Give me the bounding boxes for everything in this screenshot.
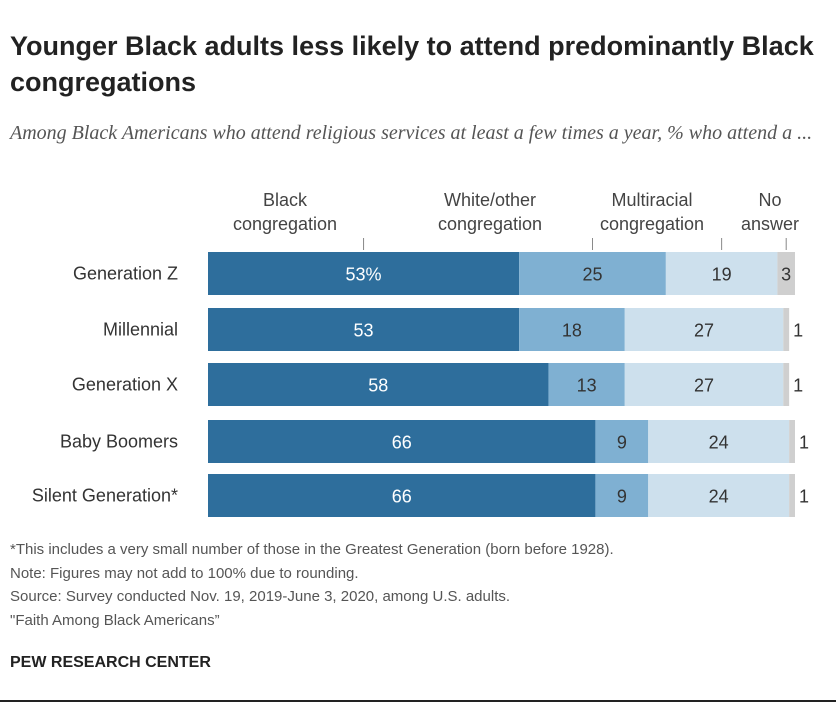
legend-label-line2: congregation [233, 214, 337, 234]
stacked-bar-chart: Black congregation White/other congregation… [32, 190, 809, 517]
bar-segment [624, 363, 784, 406]
data-label: 18 [562, 321, 582, 341]
data-label: 1 [799, 487, 809, 507]
data-label: 66 [392, 487, 412, 507]
data-label: 19 [712, 265, 732, 285]
brand-label: PEW RESEARCH CENTER [10, 654, 211, 671]
category-label: Generation X [72, 375, 178, 395]
bar-segment [783, 308, 790, 351]
bar-segment [208, 420, 596, 463]
bar-segment [783, 363, 790, 406]
bar-segment [777, 252, 795, 295]
data-label: 27 [694, 321, 714, 341]
data-label: 27 [694, 376, 714, 396]
data-label: 1 [799, 433, 809, 453]
bar-segment [648, 474, 790, 517]
legend-label-line1: Multiracial [611, 190, 692, 210]
bar-segment [208, 474, 596, 517]
source-note: Source: Survey conducted Nov. 19, 2019-J… [10, 588, 511, 605]
data-label: 58 [368, 376, 388, 396]
legend-label-line1: No [758, 190, 781, 210]
data-label: 1 [793, 376, 803, 396]
data-label: 25 [582, 265, 602, 285]
category-label: Generation Z [73, 264, 178, 284]
data-label: 53% [346, 265, 382, 285]
rounding-note: Note: Figures may not add to 100% due to… [10, 564, 359, 582]
data-label: 53 [354, 321, 374, 341]
bar-segment [789, 474, 795, 517]
legend-label-line1: Black [263, 190, 308, 210]
legend-label-line1: White/other [444, 190, 536, 210]
data-label: 13 [577, 376, 597, 396]
chart-subtitle: Among Black Americans who attend religio… [10, 122, 813, 144]
bar-segment [519, 252, 666, 295]
bar-segment [648, 420, 790, 463]
data-label: 24 [709, 433, 729, 453]
data-label: 9 [617, 487, 627, 507]
bar-segment [208, 308, 520, 351]
chart-title: Younger Black adults less likely to atte… [10, 31, 814, 97]
bar-segment [624, 308, 784, 351]
legend-label-line2: answer [741, 214, 799, 234]
bar-segment [595, 420, 649, 463]
notes: *This includes a very small number of th… [10, 538, 614, 632]
data-label: 24 [709, 487, 729, 507]
bar-segment [665, 252, 778, 295]
bar-segment [595, 474, 649, 517]
bar-segment [208, 252, 520, 295]
data-label: 3 [781, 265, 791, 285]
legend-label-line2: congregation [600, 214, 704, 234]
data-label: 66 [392, 433, 412, 453]
bar-segment [789, 420, 795, 463]
bar-segment [548, 363, 625, 406]
category-label: Baby Boomers [60, 432, 178, 452]
bottom-rule [0, 700, 836, 702]
bar-segment [519, 308, 625, 351]
category-label: Silent Generation* [32, 486, 178, 506]
data-label: 1 [793, 321, 803, 341]
category-label: Millennial [103, 320, 178, 340]
bar-segment [208, 363, 549, 406]
legend-label-line2: congregation [438, 214, 542, 234]
data-label: 9 [617, 433, 627, 453]
footnote: *This includes a very small number of th… [10, 541, 614, 558]
report-title: "Faith Among Black Americans” [10, 611, 220, 629]
